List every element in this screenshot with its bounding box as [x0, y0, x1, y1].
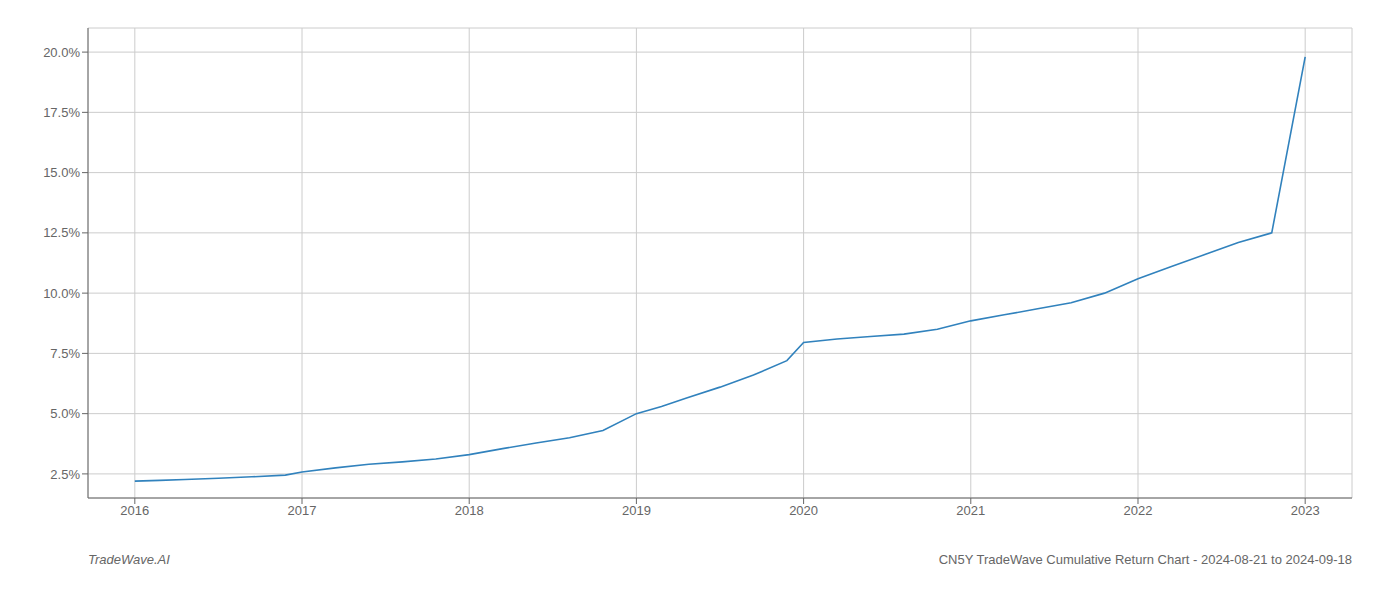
svg-text:10.0%: 10.0%	[43, 286, 80, 301]
svg-text:7.5%: 7.5%	[50, 346, 80, 361]
svg-text:5.0%: 5.0%	[50, 406, 80, 421]
svg-text:2.5%: 2.5%	[50, 467, 80, 482]
svg-text:2017: 2017	[288, 503, 317, 518]
svg-text:2023: 2023	[1291, 503, 1320, 518]
svg-text:2020: 2020	[789, 503, 818, 518]
svg-text:17.5%: 17.5%	[43, 105, 80, 120]
svg-text:12.5%: 12.5%	[43, 225, 80, 240]
svg-text:2021: 2021	[956, 503, 985, 518]
svg-text:20.0%: 20.0%	[43, 45, 80, 60]
svg-text:15.0%: 15.0%	[43, 165, 80, 180]
svg-text:2018: 2018	[455, 503, 484, 518]
html-text:CN5Y TradeWave Cumulative Retu: CN5Y TradeWave Cumulative Return Chart -…	[938, 552, 1352, 567]
svg-text:2019: 2019	[622, 503, 651, 518]
svg-text:2022: 2022	[1124, 503, 1153, 518]
svg-text:2016: 2016	[120, 503, 149, 518]
html-text:TradeWave.AI: TradeWave.AI	[88, 552, 170, 567]
